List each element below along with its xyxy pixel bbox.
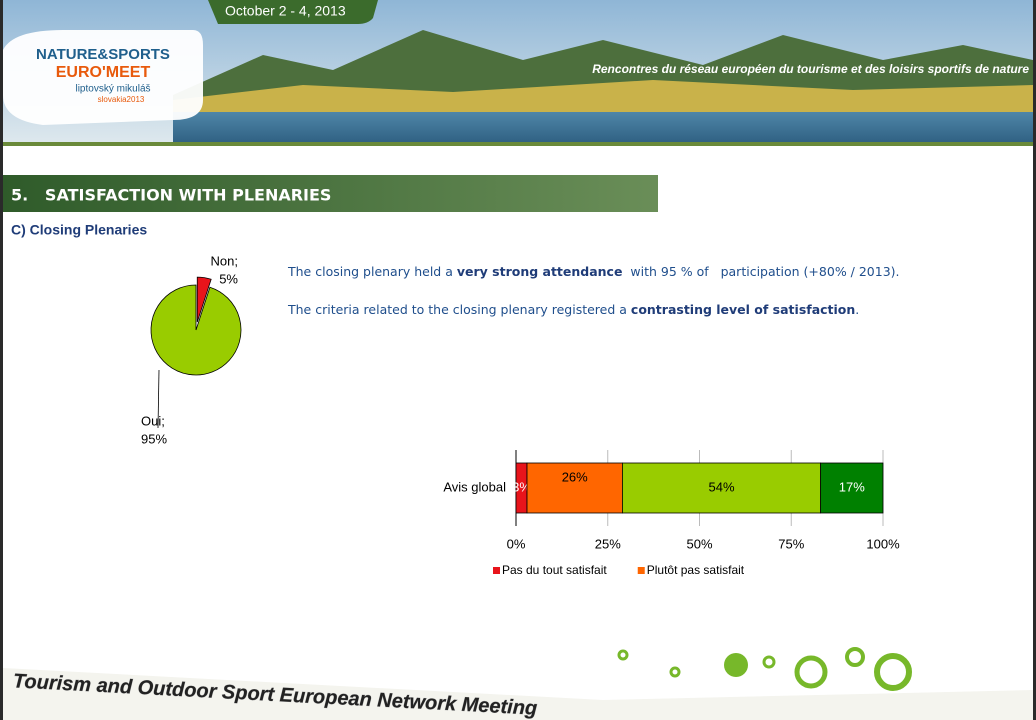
- date: October 2 - 4, 2013: [225, 3, 346, 19]
- date-banner: [208, 0, 378, 24]
- section-title: 5. SATISFACTION WITH PLENARIES: [11, 186, 331, 205]
- leader-line: [157, 369, 160, 429]
- pie-category-label: Oui;: [141, 413, 165, 428]
- deco: [874, 653, 912, 691]
- tagline: Rencontres du réseau européen du tourism…: [592, 62, 1029, 76]
- x-tick-label: 75%: [778, 536, 804, 551]
- pie-value-label: 95%: [141, 431, 167, 446]
- bar-segment: [526, 462, 623, 514]
- deco: [617, 649, 629, 661]
- x-tick-label: 50%: [686, 536, 712, 551]
- logo-text: slovakia2013: [98, 95, 145, 104]
- pie-category-label: Non;: [211, 253, 238, 268]
- fields: [173, 80, 1033, 115]
- legend-label: Pas du tout satisfait: [502, 563, 607, 577]
- deco: [762, 655, 776, 669]
- x-tick-label: 25%: [595, 536, 621, 551]
- y-tick-label: Avis global: [443, 479, 506, 494]
- logo-text: EURO'MEET: [56, 64, 151, 81]
- x-tick-label: 100%: [866, 536, 900, 551]
- deco: [724, 653, 748, 677]
- pie-slice: [150, 284, 242, 376]
- subtitle: C) Closing Plenaries: [11, 222, 147, 238]
- legend-swatch: [493, 567, 500, 574]
- text: with 95 % of participation (+80% / 2013)…: [622, 264, 900, 279]
- bold-text: very strong attendance: [456, 264, 623, 279]
- value-label: 26%: [562, 469, 588, 484]
- logo-bg: [3, 30, 203, 125]
- deco: [669, 666, 681, 678]
- logo-text: NATURE&SPORTS: [36, 46, 170, 63]
- header-edge: [3, 142, 1033, 146]
- lake: [173, 112, 1033, 145]
- logo-text: liptovský mikuláš: [75, 84, 150, 95]
- x-tick-label: 0%: [507, 536, 526, 551]
- bold-text: contrasting level of satisfaction: [630, 302, 856, 317]
- text: The criteria related to the closing plen…: [288, 302, 631, 317]
- section-bar: [3, 175, 658, 212]
- pie-slice: [196, 276, 212, 323]
- deco: [845, 647, 865, 667]
- value-label: 3%: [512, 479, 531, 494]
- pie-value-label: 5%: [219, 271, 238, 286]
- canvas: NATURE&SPORTS EURO'MEET liptovský mikulá…: [3, 0, 1033, 720]
- value-label: 17%: [839, 479, 865, 494]
- deco: [794, 655, 828, 689]
- legend-label: Plutôt pas satisfait: [647, 563, 745, 577]
- value-label: 54%: [709, 479, 735, 494]
- bar-segment: [820, 462, 884, 514]
- legend-swatch: [637, 567, 645, 574]
- text: The closing plenary held a: [288, 264, 457, 279]
- paragraph: The criteria related to the closing plen…: [288, 302, 859, 317]
- paragraph: The closing plenary held a very strong a…: [288, 264, 900, 279]
- text: .: [855, 302, 860, 317]
- footer-band: [3, 668, 1033, 720]
